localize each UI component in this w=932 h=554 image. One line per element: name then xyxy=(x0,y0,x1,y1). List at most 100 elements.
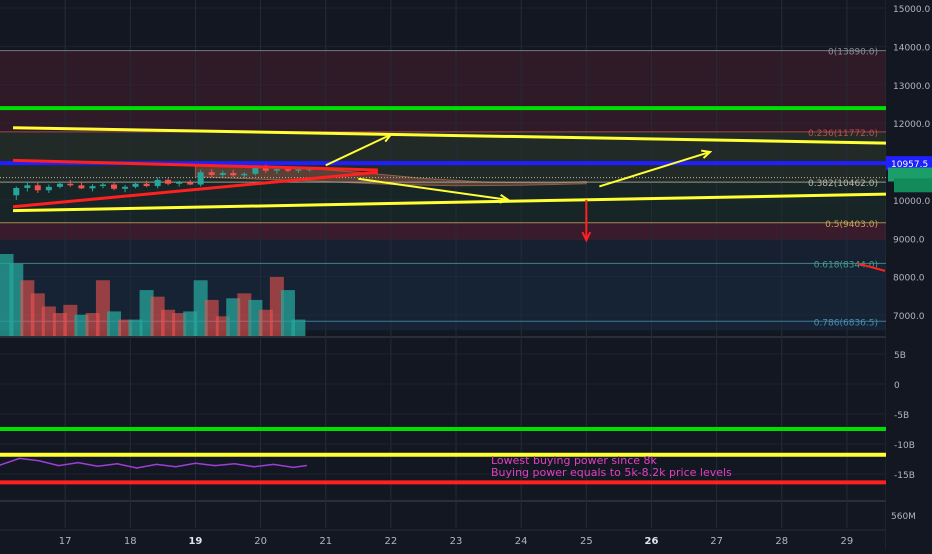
volume-bar-4 xyxy=(41,306,56,336)
volume-bar-3 xyxy=(30,293,45,336)
buying-power-point-0 xyxy=(0,464,1,466)
buying-power-point-10 xyxy=(194,462,197,465)
volume-bar-21 xyxy=(226,298,241,336)
candle-body-13 xyxy=(154,179,161,187)
background-zones-layer xyxy=(0,0,887,550)
candle-body-2 xyxy=(34,185,41,191)
price-tick-label-8: 7000.0 xyxy=(893,312,925,322)
annotation-line-0: Lowest buying power since 8k xyxy=(491,454,658,467)
fib-label-0: 0(13890.0) xyxy=(828,48,878,58)
candle-body-6 xyxy=(78,185,85,189)
price-tick-label-2: 13000.0 xyxy=(893,82,930,92)
x-tick-label-22: 22 xyxy=(385,536,398,547)
x-tick-label-28: 28 xyxy=(775,536,788,547)
x-tick-label-20: 20 xyxy=(254,536,267,547)
fib-zone-5-red xyxy=(0,222,886,241)
candle-body-11 xyxy=(132,183,139,187)
candle-body-24 xyxy=(273,169,280,171)
candle-body-18 xyxy=(208,172,215,175)
annotation-line-1: Buying power equals to 5k-8.2k price lev… xyxy=(491,466,732,479)
volume-bar-25 xyxy=(269,276,284,336)
candle-body-21 xyxy=(241,173,248,176)
arrow-head-3 xyxy=(581,231,592,243)
buying-power-point-8 xyxy=(155,463,158,466)
trend-line-3 xyxy=(12,170,378,209)
x-tick-label-26: 26 xyxy=(645,536,659,547)
arrow-shaft-2 xyxy=(599,150,711,188)
price-tag-green-2 xyxy=(894,178,932,193)
volume-bar-9 xyxy=(95,280,110,336)
fib-label-4: 0.618(8344.0) xyxy=(814,260,878,270)
volume-bar-19 xyxy=(204,299,219,336)
candle-body-4 xyxy=(56,183,63,187)
x-tick-label-23: 23 xyxy=(450,536,463,547)
volume-layer xyxy=(0,254,306,336)
volume-bar-15 xyxy=(161,309,176,336)
candle-body-25 xyxy=(284,169,291,171)
fib-zone-5-618 xyxy=(0,240,886,264)
arrow-head-2 xyxy=(701,149,713,159)
buying-power-point-14 xyxy=(272,463,275,466)
fib-label-1: 0.236(11772.0) xyxy=(808,129,878,139)
price-tick-label-0: 15000.0 xyxy=(893,5,930,15)
grid-layer xyxy=(0,0,886,528)
candle-body-12 xyxy=(143,183,150,187)
candle-body-5 xyxy=(67,183,74,186)
indicator-tick-label-1: 0 xyxy=(894,381,900,391)
indicator-tick-label-0: 5B xyxy=(894,351,906,361)
buying-power-point-4 xyxy=(77,461,79,464)
arrow-shaft-0 xyxy=(325,133,392,167)
fib-label-5: 0.786(6836.5) xyxy=(814,318,878,328)
candle-body-8 xyxy=(99,184,106,187)
red-tick-mark xyxy=(857,262,886,272)
price-axis-panel xyxy=(886,0,932,550)
buying-power-point-6 xyxy=(116,463,119,465)
candle-body-10 xyxy=(122,186,129,189)
price-tag-green-1 xyxy=(888,167,932,182)
trend-line-2 xyxy=(12,158,378,172)
last-price-label: 10957.5 xyxy=(891,160,928,170)
trend-line-0 xyxy=(13,126,887,145)
trend-line-1 xyxy=(13,192,887,213)
price-tick-label-5: 10000.0 xyxy=(893,197,930,207)
volume-bar-1 xyxy=(9,263,24,336)
indicator-tick-label-2: -5B xyxy=(894,411,909,421)
candle-body-1 xyxy=(24,185,31,188)
volume-bar-10 xyxy=(107,311,122,336)
candle-body-17 xyxy=(197,172,204,185)
axis-layer: 15000.014000.013000.012000.011000.010000… xyxy=(59,0,932,550)
last-price-tag xyxy=(886,156,932,171)
x-tick-label-19: 19 xyxy=(188,536,202,547)
x-tick-label-27: 27 xyxy=(710,536,723,547)
price-tick-label-1: 14000.0 xyxy=(893,43,930,53)
bottom-tick-label-0: 560M xyxy=(891,512,916,522)
fib-label-2: 0.382(10462.0) xyxy=(808,179,878,189)
indicator-tick-label-4: -15B xyxy=(894,471,915,481)
buying-power-point-12 xyxy=(233,463,236,465)
candle-body-14 xyxy=(165,179,172,184)
buying-power-point-1 xyxy=(18,457,21,460)
arrow-head-0 xyxy=(381,133,393,143)
volume-bar-27 xyxy=(291,319,306,336)
fib-label-3: 0.5(9403.0) xyxy=(825,220,878,230)
candle-body-7 xyxy=(89,186,96,189)
x-tick-label-29: 29 xyxy=(841,536,854,547)
buying-power-point-9 xyxy=(175,466,177,468)
volume-bar-24 xyxy=(258,309,273,336)
buying-power-point-13 xyxy=(253,466,255,468)
volume-bar-18 xyxy=(193,280,208,336)
candle-body-3 xyxy=(45,186,52,191)
fibonacci-layer: 0(13890.0) 0.236(11772.0) 0.382(10462.0) 0.… xyxy=(0,48,886,328)
volume-bar-7 xyxy=(74,314,89,336)
volume-bar-22 xyxy=(237,293,252,336)
candle-body-23 xyxy=(262,166,269,171)
candle-body-16 xyxy=(187,182,194,185)
volume-bar-12 xyxy=(128,319,143,336)
buying-power-point-7 xyxy=(136,467,138,469)
price-tick-label-6: 9000.0 xyxy=(893,235,925,245)
candle-body-26 xyxy=(295,169,302,171)
